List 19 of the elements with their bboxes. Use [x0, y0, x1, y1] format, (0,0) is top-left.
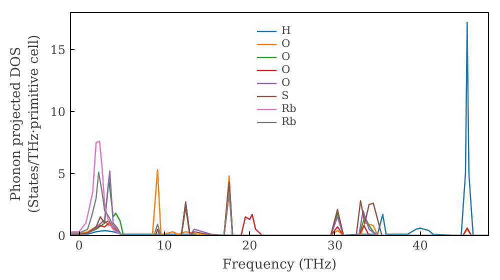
- legend-label: S: [282, 89, 290, 102]
- legend-label: O: [282, 50, 292, 63]
- legend-label: H: [282, 24, 292, 37]
- x-tick-label: 20: [242, 238, 258, 252]
- legend-label: O: [282, 63, 292, 76]
- y-tick-label: 10: [50, 105, 66, 120]
- y-axis-title: Phonon projected DOS (States/THz·primitive cell): [9, 34, 42, 214]
- legend-label: Rb: [282, 102, 298, 115]
- x-axis-title: Frequency (THz): [222, 258, 337, 272]
- legend-label: Rb: [282, 115, 298, 128]
- x-tick-label: 40: [412, 238, 428, 252]
- x-tick-label: 30: [327, 238, 343, 252]
- y-tick-label: 15: [50, 43, 66, 58]
- y-tick-label: 5: [58, 167, 66, 182]
- x-tick-label: 0: [75, 238, 83, 252]
- legend-label: O: [282, 37, 292, 50]
- x-tick-label: 10: [156, 238, 172, 252]
- legend-label: O: [282, 76, 292, 89]
- y-tick-label: 0: [58, 229, 66, 243]
